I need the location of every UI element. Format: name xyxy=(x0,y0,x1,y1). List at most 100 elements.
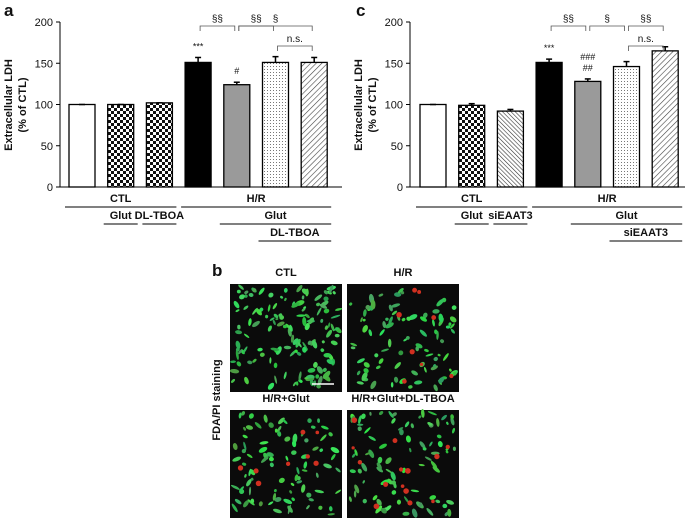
cell xyxy=(243,441,247,451)
cell xyxy=(365,304,371,310)
y-tick-label: 150 xyxy=(385,58,403,70)
cell xyxy=(397,427,404,431)
cell xyxy=(248,292,254,297)
cell xyxy=(308,498,314,502)
cell xyxy=(335,489,342,494)
dead-cell xyxy=(449,373,454,379)
cell xyxy=(446,421,449,425)
cell xyxy=(272,319,276,326)
cell xyxy=(269,357,272,364)
cell xyxy=(301,469,308,472)
cell xyxy=(356,358,365,364)
bar xyxy=(458,104,486,188)
bar xyxy=(651,50,679,188)
cell xyxy=(269,317,275,321)
cell xyxy=(280,295,284,299)
cell xyxy=(229,368,240,374)
cell xyxy=(312,446,319,451)
cell xyxy=(424,456,432,461)
cell xyxy=(423,366,427,373)
cell xyxy=(302,346,307,353)
cell xyxy=(350,346,356,350)
cell xyxy=(382,321,387,329)
cell xyxy=(243,333,250,338)
cell xyxy=(356,381,364,385)
cell xyxy=(414,380,423,385)
cell xyxy=(248,486,252,496)
bar xyxy=(68,103,96,188)
cell xyxy=(283,287,288,293)
cell xyxy=(242,462,247,466)
dead-cell xyxy=(315,430,320,435)
cell xyxy=(235,330,243,335)
cell xyxy=(397,288,404,294)
bracket xyxy=(238,25,274,31)
error-bar xyxy=(272,55,279,63)
cell xyxy=(391,303,401,308)
panel-label: b xyxy=(212,261,222,280)
cell xyxy=(267,325,272,332)
cell xyxy=(419,441,426,449)
bracket xyxy=(589,25,625,31)
cell xyxy=(433,384,438,392)
cell xyxy=(394,362,401,369)
cell xyxy=(353,490,357,498)
cell xyxy=(303,461,308,469)
cell xyxy=(381,348,389,352)
cell xyxy=(250,498,255,504)
group-label: siEAAT3 xyxy=(624,227,668,239)
cell xyxy=(442,353,449,361)
bar xyxy=(300,61,328,188)
y-axis-label: Extracellular LDH xyxy=(3,59,15,151)
cell xyxy=(368,435,376,441)
cell xyxy=(378,293,384,297)
cell xyxy=(432,466,441,473)
bracket-label: n.s. xyxy=(638,34,654,45)
cell xyxy=(362,498,367,504)
cell xyxy=(248,413,254,419)
cell xyxy=(330,446,340,454)
cell xyxy=(440,339,445,344)
cell xyxy=(243,500,249,508)
cell xyxy=(361,371,368,381)
cell xyxy=(289,490,293,494)
cell xyxy=(295,381,299,386)
bar xyxy=(145,102,174,188)
cell xyxy=(268,456,274,462)
dead-cell xyxy=(445,444,450,450)
y-tick-label: 0 xyxy=(47,182,53,194)
y-axis-label: (% of CTL) xyxy=(367,77,379,132)
cell xyxy=(285,323,291,329)
dead-cell xyxy=(434,453,440,460)
cell xyxy=(425,353,434,357)
cell xyxy=(418,415,422,419)
cell xyxy=(306,492,312,498)
cell xyxy=(442,503,448,509)
cell xyxy=(418,502,423,507)
cell xyxy=(450,417,455,426)
cell xyxy=(244,290,249,295)
y-tick-label: 150 xyxy=(35,58,53,70)
micrograph xyxy=(230,410,342,518)
cell xyxy=(294,349,298,353)
cell xyxy=(333,327,340,331)
bar xyxy=(612,65,641,188)
cell xyxy=(237,349,243,355)
cell xyxy=(317,418,320,423)
cell xyxy=(411,508,418,518)
bracket xyxy=(628,45,664,51)
significance-mark: *** xyxy=(544,43,555,53)
cell xyxy=(232,456,242,462)
group-label: Glut xyxy=(110,210,132,222)
cell xyxy=(266,452,274,457)
dead-cell xyxy=(412,287,418,293)
cell xyxy=(411,370,418,376)
cell xyxy=(246,479,252,487)
cell xyxy=(354,484,360,494)
cell xyxy=(433,364,436,367)
cell xyxy=(292,440,297,448)
cell xyxy=(368,329,373,337)
cell xyxy=(356,423,364,426)
cell xyxy=(387,338,392,348)
cell xyxy=(396,499,402,505)
